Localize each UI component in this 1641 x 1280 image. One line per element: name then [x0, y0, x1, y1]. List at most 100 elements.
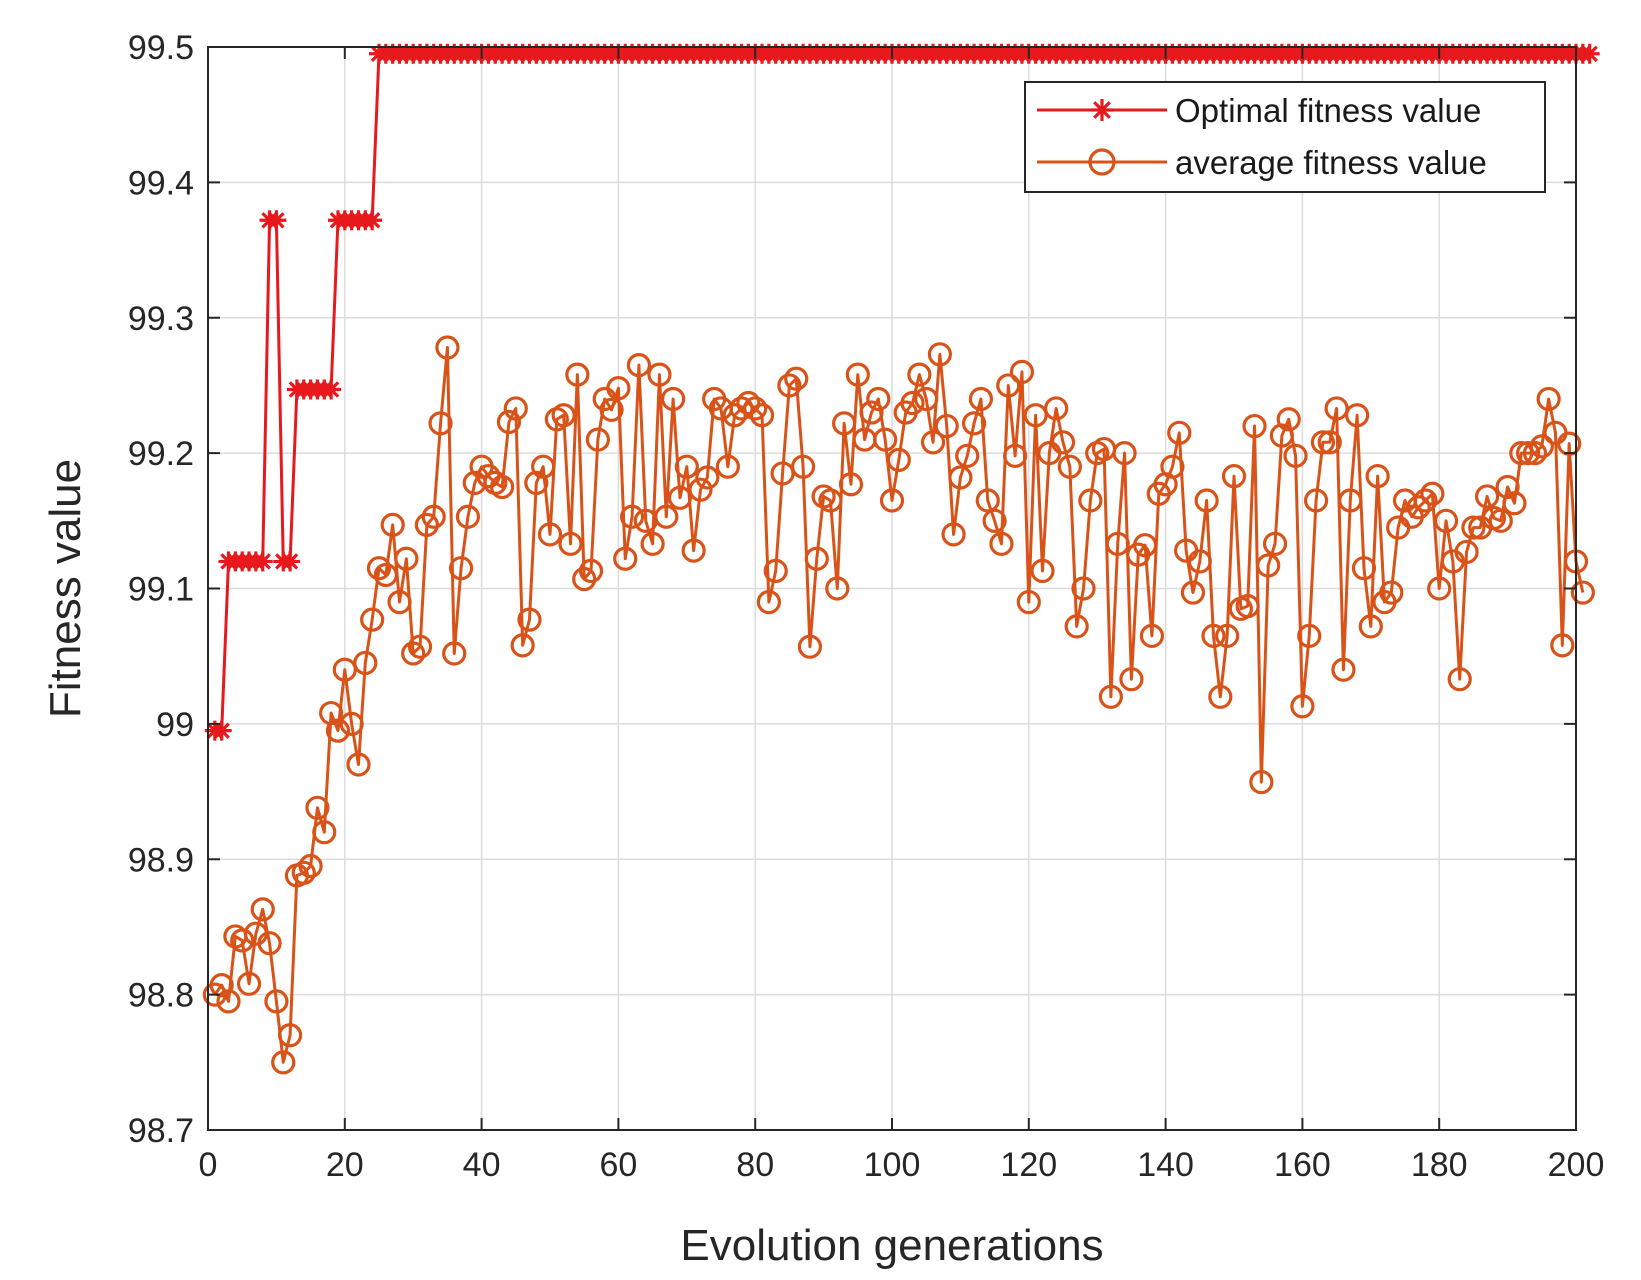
point-average	[688, 477, 713, 502]
point-average	[1003, 443, 1028, 468]
point-average	[818, 488, 843, 513]
point-average	[695, 465, 720, 490]
y-tick-label: 98.9	[128, 841, 194, 879]
point-average	[558, 531, 583, 556]
point-average	[305, 795, 330, 820]
point-average	[1221, 464, 1247, 489]
point-average	[1488, 508, 1513, 533]
point-average	[339, 711, 364, 736]
point-optimal	[321, 379, 342, 400]
point-average	[442, 641, 467, 666]
point-average	[510, 633, 535, 658]
point-optimal	[1579, 43, 1600, 64]
point-average	[1057, 454, 1082, 479]
point-average	[948, 465, 973, 490]
point-average	[1276, 407, 1301, 432]
point-average	[1044, 396, 1069, 421]
point-average	[353, 650, 378, 676]
point-average	[845, 362, 870, 387]
point-average	[373, 562, 398, 588]
point-average	[927, 342, 952, 367]
point-average	[1194, 488, 1219, 513]
point-average	[654, 504, 679, 529]
point-average	[312, 820, 337, 845]
point-average	[1009, 359, 1035, 384]
point-average	[599, 397, 624, 422]
point-average	[756, 589, 781, 615]
point-average	[1516, 441, 1541, 466]
point-average	[982, 508, 1007, 533]
point-average	[1365, 464, 1390, 489]
legend-asterisk-icon	[1091, 99, 1113, 121]
x-tick-label: 200	[1548, 1146, 1605, 1184]
point-average	[825, 576, 850, 601]
point-average	[1262, 531, 1288, 556]
point-average	[1098, 684, 1123, 709]
point-average	[838, 472, 864, 497]
point-average	[920, 430, 946, 455]
point-average	[517, 607, 542, 632]
point-optimal	[266, 210, 287, 231]
point-average	[1502, 491, 1527, 516]
point-average	[743, 396, 768, 421]
point-average	[1105, 531, 1130, 556]
point-average	[1208, 684, 1233, 709]
point-average	[257, 931, 282, 956]
point-average	[1167, 420, 1192, 445]
point-average	[394, 546, 419, 571]
legend-marker-average	[1088, 148, 1116, 176]
point-average	[428, 411, 453, 436]
point-average	[790, 454, 816, 479]
point-average	[1406, 495, 1431, 520]
line-average	[213, 346, 1585, 1064]
point-optimal	[252, 551, 273, 572]
legend: Optimal fitness value average fitness va…	[1024, 81, 1546, 193]
point-average	[1461, 515, 1486, 540]
point-average	[565, 362, 590, 387]
point-average	[1201, 623, 1226, 648]
point-average	[551, 403, 576, 428]
y-tick-label: 99.4	[128, 164, 194, 202]
point-average	[277, 1023, 303, 1048]
point-average	[681, 538, 706, 563]
point-average	[1474, 484, 1500, 509]
point-average	[230, 928, 255, 953]
point-average	[1447, 667, 1472, 692]
y-tick-label: 99.3	[128, 300, 194, 338]
point-average	[537, 522, 563, 547]
point-average	[661, 386, 686, 412]
x-tick-label: 40	[463, 1146, 501, 1184]
point-average	[873, 427, 898, 452]
point-average	[250, 897, 275, 922]
point-average	[1557, 431, 1582, 456]
y-tick-label: 99	[156, 706, 194, 744]
axis-ticks: 0 20 40 60 80 100 120 140 160 180 200 98.7 98.8 98.9 9…	[128, 29, 1605, 1184]
point-average	[236, 971, 262, 996]
point-average	[626, 353, 652, 378]
point-average	[366, 556, 392, 581]
point-average	[401, 641, 426, 666]
point-optimal	[362, 210, 383, 231]
point-average	[1310, 430, 1336, 455]
point-average	[647, 362, 672, 387]
point-average	[715, 454, 740, 479]
point-average	[435, 335, 460, 360]
legend-marker-optimal	[1091, 99, 1113, 121]
point-average	[859, 400, 884, 425]
point-average	[346, 752, 371, 777]
point-average	[455, 504, 481, 529]
x-tick-label: 160	[1274, 1146, 1331, 1184]
point-average	[886, 447, 911, 472]
point-average	[832, 411, 857, 436]
point-average	[496, 409, 522, 435]
y-axis-title: Fitness value	[41, 459, 90, 718]
point-average	[1242, 413, 1267, 439]
point-average	[1050, 430, 1076, 455]
point-average	[1139, 623, 1165, 648]
point-optimal	[280, 551, 301, 572]
point-average	[1570, 580, 1595, 605]
point-average	[1119, 667, 1144, 692]
point-average	[961, 411, 987, 436]
point-average	[763, 558, 788, 584]
legend-circle-icon	[1088, 148, 1116, 176]
